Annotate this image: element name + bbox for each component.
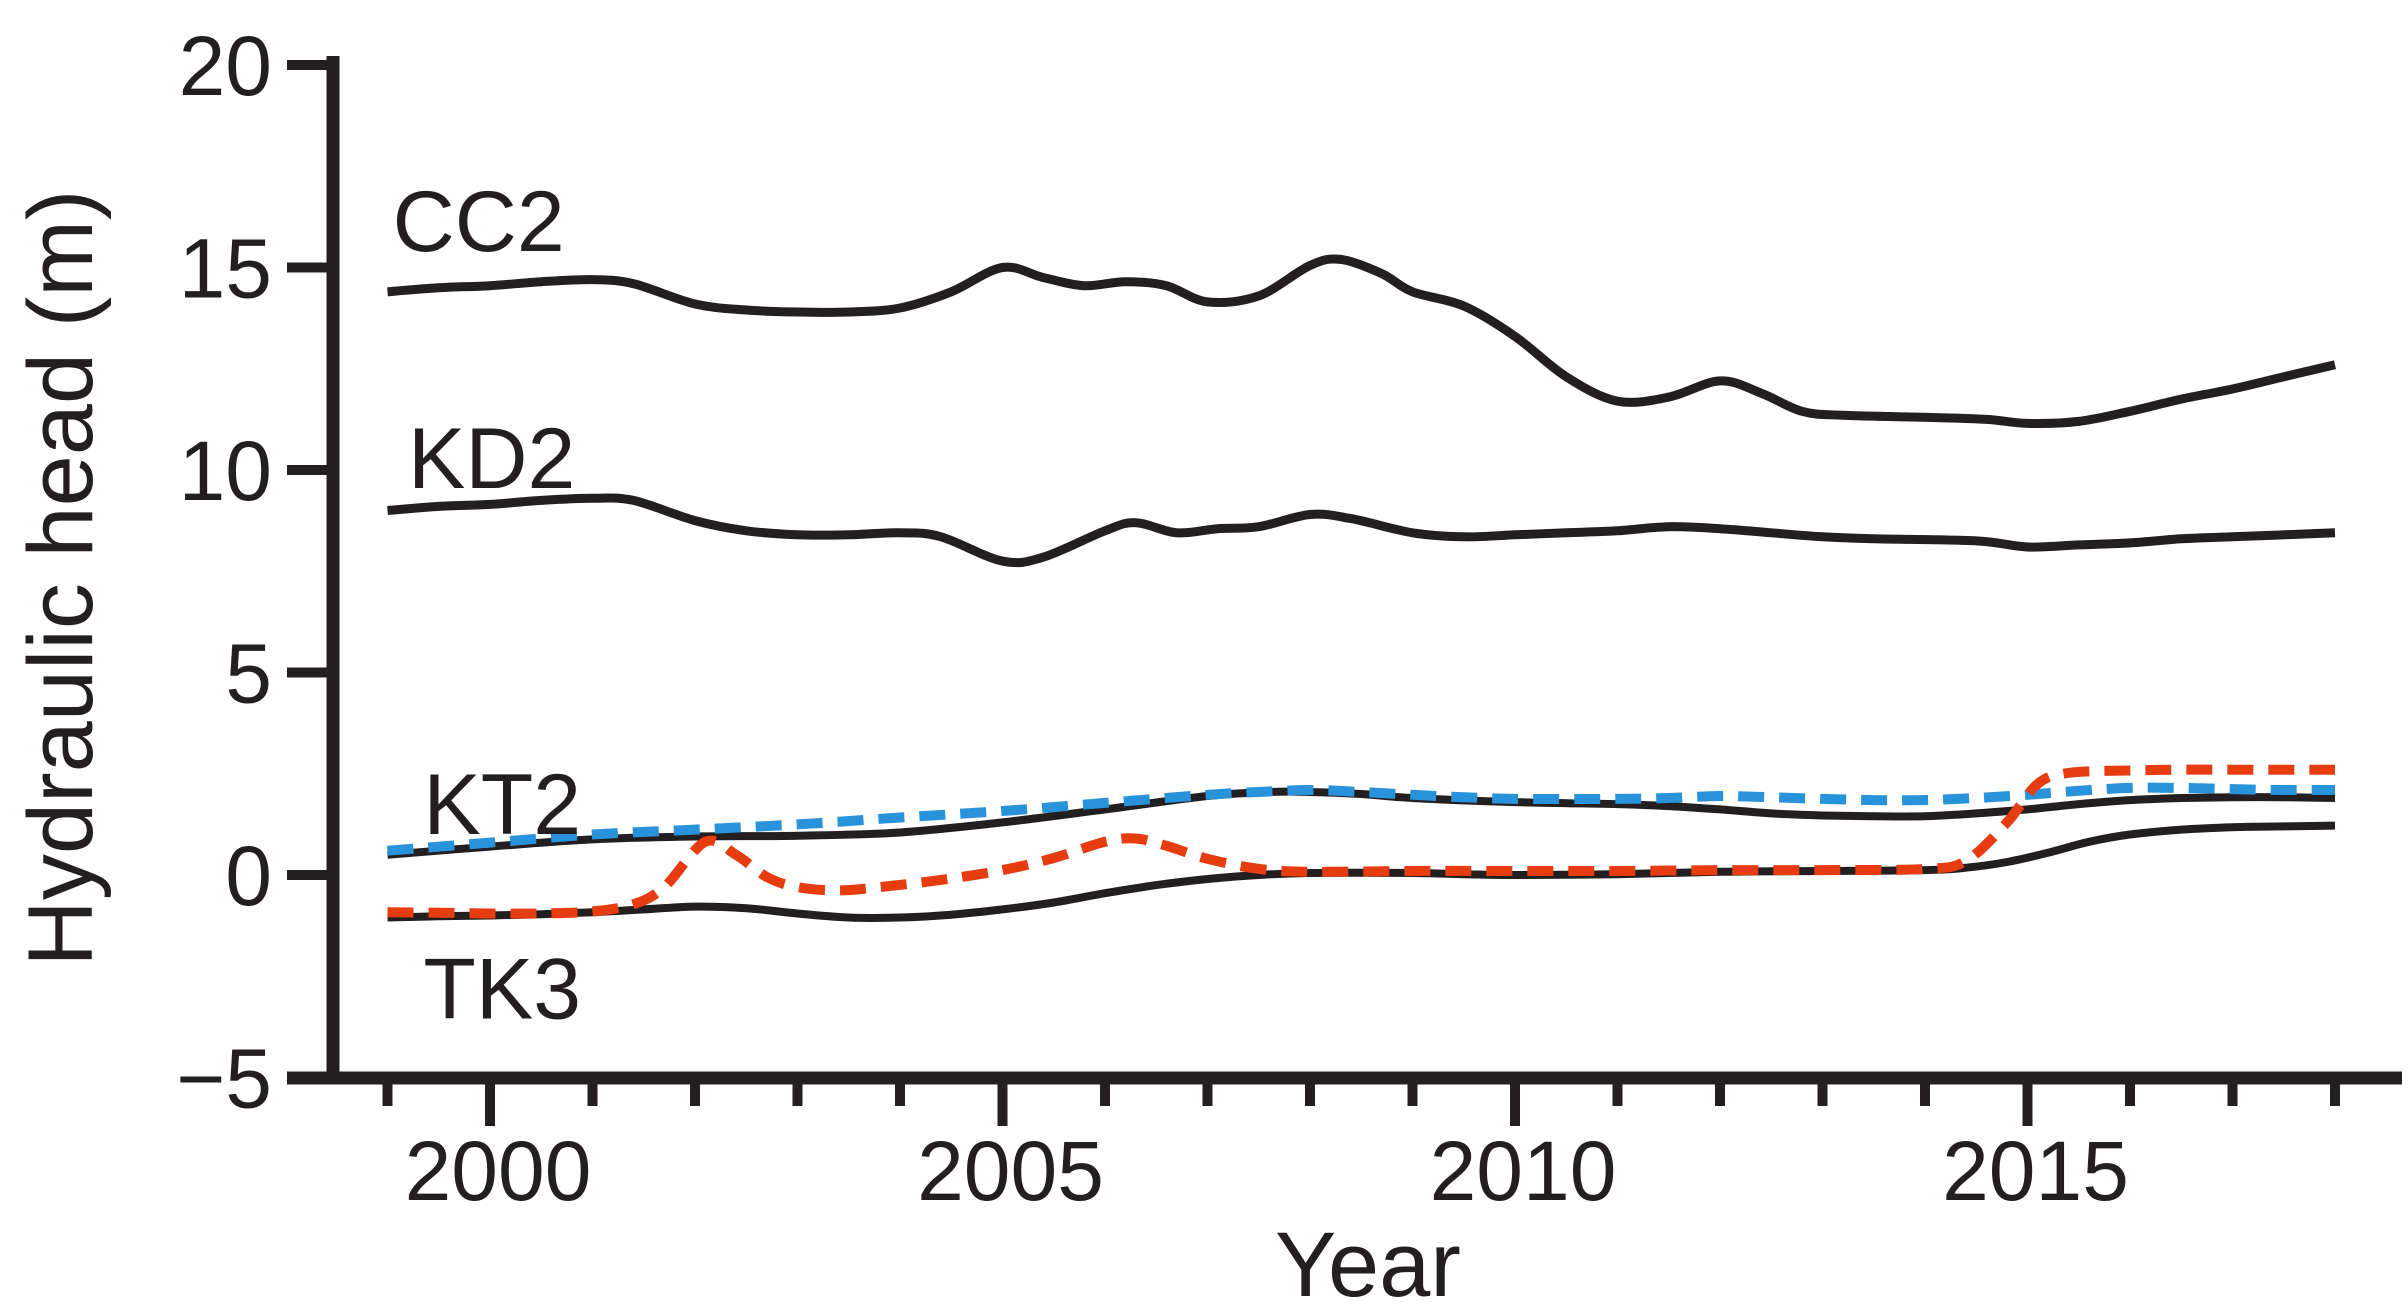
series-KD2-line <box>387 493 2336 568</box>
x-tick-label: 2015 <box>1942 1124 2129 1218</box>
series-label-CC2: CC2 <box>393 174 565 270</box>
y-tick-label: 15 <box>179 222 272 316</box>
series-label-TK3: TK3 <box>423 941 581 1037</box>
y-tick-label: 5 <box>225 627 272 721</box>
y-tick-label: 10 <box>179 424 272 518</box>
y-tick-label: 20 <box>179 19 272 113</box>
series-group <box>387 254 2337 922</box>
x-tick-label: 2010 <box>1430 1124 1617 1218</box>
y-tick-label: −5 <box>176 1032 272 1126</box>
series-TK3-dashed-line <box>387 764 2335 919</box>
x-axis-title: Year <box>1275 1214 1461 1308</box>
series-KT2-solid-line <box>387 787 2336 859</box>
series-KT2-dashed-line <box>387 782 2336 856</box>
labels-group: CC2 KD2 KT2 TK3 <box>393 174 581 1037</box>
x-tick-label: 2005 <box>917 1124 1104 1218</box>
x-tick-label: 2000 <box>405 1124 592 1218</box>
series-CC2-line <box>387 254 2337 429</box>
series-label-KT2: KT2 <box>423 757 581 853</box>
y-axis-title: Hydraulic head (m) <box>10 189 112 966</box>
y-tick-label: 0 <box>225 829 272 923</box>
series-label-KD2: KD2 <box>408 411 575 507</box>
